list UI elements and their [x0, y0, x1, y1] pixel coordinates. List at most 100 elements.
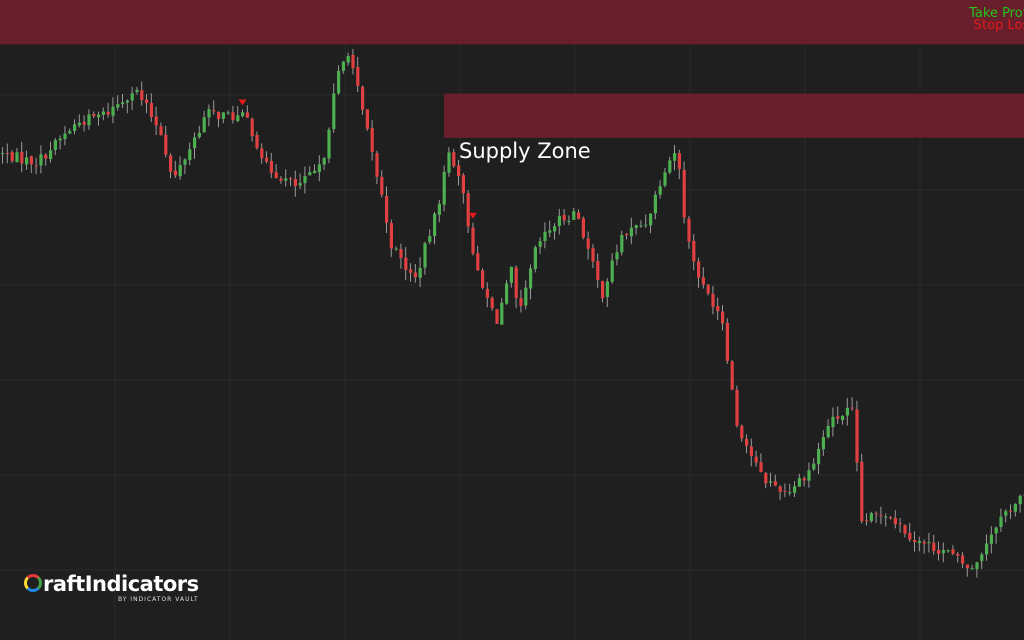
candle-bullish	[605, 281, 609, 298]
candle-bearish	[380, 176, 384, 195]
candle-bearish	[370, 128, 374, 152]
candle-bullish	[567, 220, 571, 222]
candle-bearish	[106, 111, 110, 115]
candle-bearish	[730, 361, 734, 390]
candle-bullish	[135, 89, 139, 93]
candle-bullish	[303, 176, 307, 184]
candle-bearish	[361, 86, 365, 110]
candle-bearish	[701, 277, 705, 285]
candle-bullish	[644, 224, 648, 226]
candle-bearish	[154, 116, 158, 126]
candle-bullish	[197, 132, 201, 138]
candle-bullish	[553, 226, 557, 232]
candle-bearish	[625, 233, 629, 236]
candle-bullish	[668, 160, 672, 173]
candle-bullish	[428, 236, 432, 243]
candle-bullish	[524, 287, 528, 306]
candle-bearish	[903, 525, 907, 534]
sell-signal-marker	[238, 99, 247, 106]
candle-bearish	[34, 165, 38, 167]
candle-bearish	[495, 309, 499, 324]
candle-bullish	[841, 415, 845, 420]
candle-bullish	[663, 172, 667, 186]
candle-bullish	[629, 227, 633, 237]
candle-bearish	[279, 178, 283, 181]
candle-bearish	[601, 281, 605, 299]
candle-bearish	[389, 223, 393, 249]
candle-bullish	[87, 114, 91, 126]
candle-bullish	[500, 302, 504, 325]
candle-bearish	[149, 102, 153, 118]
take-profit-label: Take Profit	[969, 6, 1024, 21]
candle-bullish	[927, 542, 931, 544]
candle-bearish	[937, 549, 941, 554]
candle-bullish	[572, 211, 576, 220]
craftindicators-logo: raftIndicators BY INDICATOR VAULT	[24, 573, 199, 603]
candle-bullish	[529, 268, 533, 289]
candle-bearish	[932, 542, 936, 551]
candle-bearish	[351, 54, 355, 69]
candle-bearish	[145, 99, 149, 104]
candle-bearish	[562, 214, 566, 221]
candle-bullish	[394, 248, 398, 250]
candle-bearish	[802, 478, 806, 481]
candle-bullish	[793, 486, 797, 493]
candle-bearish	[1009, 510, 1013, 512]
candle-bullish	[221, 112, 225, 119]
candle-bullish	[207, 109, 211, 118]
candle-bullish	[615, 252, 619, 260]
candle-bullish	[341, 61, 345, 71]
candle-bearish	[706, 284, 710, 294]
sell-signal-marker	[468, 212, 477, 219]
candle-bullish	[15, 152, 19, 163]
candle-bearish	[476, 253, 480, 271]
top-zone-rect	[0, 0, 1024, 45]
candle-bearish	[356, 67, 360, 86]
candle-bullish	[831, 416, 835, 428]
candle-bullish	[298, 183, 302, 186]
candle-bullish	[658, 186, 662, 195]
candle-bullish	[769, 481, 773, 483]
candle-bullish	[999, 516, 1003, 528]
candle-bearish	[29, 156, 33, 165]
candle-bullish	[202, 117, 206, 133]
candle-bearish	[577, 212, 581, 219]
candle-bullish	[418, 267, 422, 278]
candle-bearish	[682, 169, 686, 218]
candle-bullish	[538, 241, 542, 247]
candle-bullish	[994, 527, 998, 534]
candle-bearish	[865, 520, 869, 522]
candle-bearish	[913, 539, 917, 543]
candle-bearish	[10, 152, 14, 162]
candle-bearish	[92, 113, 96, 117]
candle-bullish	[917, 540, 921, 544]
candle-bearish	[586, 238, 590, 249]
candle-bearish	[961, 555, 965, 564]
candle-bullish	[980, 554, 984, 562]
candle-bearish	[466, 193, 470, 227]
candle-bearish	[773, 481, 777, 486]
candle-bullish	[308, 172, 312, 176]
candle-bullish	[337, 70, 341, 94]
candle-bearish	[452, 152, 456, 167]
signals-layer	[238, 99, 477, 219]
candle-bullish	[178, 165, 182, 177]
candle-bullish	[1013, 503, 1017, 512]
candle-bearish	[413, 272, 417, 278]
candle-bullish	[241, 112, 245, 117]
zones-layer	[0, 0, 1024, 138]
candle-bullish	[985, 543, 989, 555]
candle-bullish	[543, 231, 547, 241]
candle-bullish	[322, 158, 326, 165]
candle-bullish	[226, 112, 230, 114]
candle-bullish	[447, 152, 451, 173]
candle-bearish	[893, 518, 897, 525]
candle-bullish	[1018, 495, 1022, 505]
candle-bullish	[53, 140, 57, 150]
logo-ring-icon	[24, 574, 42, 592]
candle-bullish	[821, 437, 825, 450]
candle-bullish	[673, 153, 677, 161]
candle-bearish	[716, 306, 720, 312]
candle-bullish	[533, 247, 537, 269]
